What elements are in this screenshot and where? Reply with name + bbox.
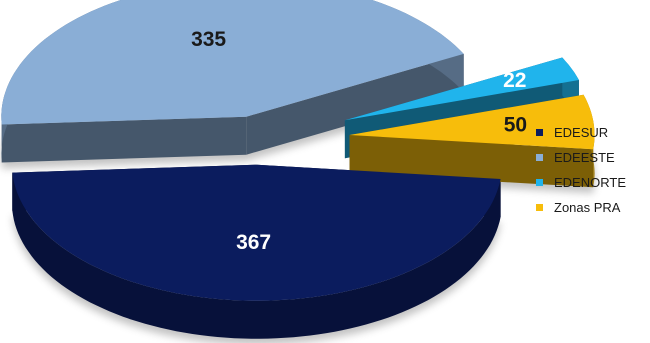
slice-rim xyxy=(12,172,501,339)
slice-tops xyxy=(1,0,595,301)
legend-item: EDEESTE xyxy=(536,145,626,170)
data-label: 335 xyxy=(191,28,226,51)
legend-label: EDEESTE xyxy=(554,150,615,165)
legend-swatch xyxy=(536,154,543,161)
legend-swatch xyxy=(536,179,543,186)
legend-swatch xyxy=(536,129,543,136)
pie-slice xyxy=(1,0,464,125)
pie-slice xyxy=(344,57,579,121)
legend-label: EDESUR xyxy=(554,125,609,140)
pie-slice xyxy=(349,94,595,150)
legend-label: EDENORTE xyxy=(554,175,626,190)
legend-item: EDESUR xyxy=(536,120,626,145)
data-labels: 367 335 22 50 xyxy=(191,28,527,254)
slice-side xyxy=(1,116,247,163)
legend: EDESUR EDEESTE EDENORTE Zonas PRA xyxy=(536,120,626,220)
pie-slice xyxy=(12,164,501,301)
data-label: 22 xyxy=(503,69,526,92)
legend-item: EDENORTE xyxy=(536,170,626,195)
data-label: 50 xyxy=(504,114,527,137)
legend-item: Zonas PRA xyxy=(536,195,626,220)
legend-swatch xyxy=(536,204,543,211)
legend-label: Zonas PRA xyxy=(554,200,621,215)
data-label: 367 xyxy=(236,231,271,254)
slice-side xyxy=(246,53,464,155)
